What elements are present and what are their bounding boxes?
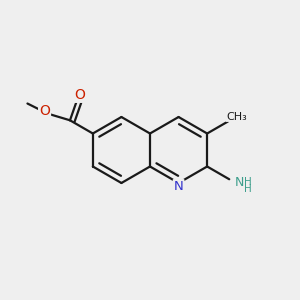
Text: N: N [234, 176, 244, 189]
Text: O: O [39, 103, 50, 118]
Text: N: N [174, 180, 184, 193]
Text: H: H [244, 184, 252, 194]
Text: O: O [74, 88, 85, 102]
Text: CH₃: CH₃ [226, 112, 247, 122]
Text: H: H [244, 177, 252, 187]
